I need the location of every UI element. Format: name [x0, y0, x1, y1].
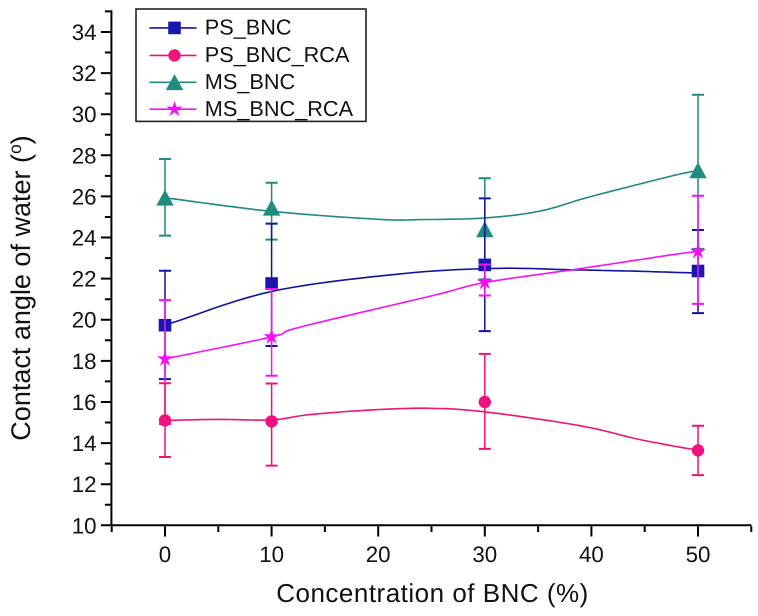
- svg-text:30: 30: [472, 542, 497, 567]
- svg-text:10: 10: [259, 542, 284, 567]
- svg-text:30: 30: [72, 102, 97, 127]
- svg-text:Contact angle of water (o): Contact angle of water (o): [5, 135, 36, 440]
- svg-text:50: 50: [686, 542, 711, 567]
- svg-text:PS_BNC: PS_BNC: [205, 15, 292, 40]
- svg-text:12: 12: [72, 472, 97, 497]
- svg-text:MS_BNC: MS_BNC: [205, 69, 295, 94]
- svg-text:26: 26: [72, 184, 97, 209]
- svg-text:16: 16: [72, 390, 97, 415]
- svg-text:28: 28: [72, 143, 97, 168]
- svg-text:18: 18: [72, 349, 97, 374]
- svg-text:0: 0: [159, 542, 171, 567]
- svg-text:20: 20: [72, 308, 97, 333]
- svg-text:Concentration of BNC (%): Concentration of BNC (%): [276, 578, 589, 608]
- svg-text:22: 22: [72, 267, 97, 292]
- svg-text:24: 24: [72, 226, 97, 251]
- svg-text:MS_BNC_RCA: MS_BNC_RCA: [205, 96, 354, 121]
- svg-text:10: 10: [72, 513, 97, 538]
- svg-text:32: 32: [72, 61, 97, 86]
- svg-text:40: 40: [579, 542, 604, 567]
- svg-text:20: 20: [366, 542, 391, 567]
- svg-text:34: 34: [72, 20, 97, 45]
- svg-text:PS_BNC_RCA: PS_BNC_RCA: [205, 42, 350, 67]
- svg-text:14: 14: [72, 431, 97, 456]
